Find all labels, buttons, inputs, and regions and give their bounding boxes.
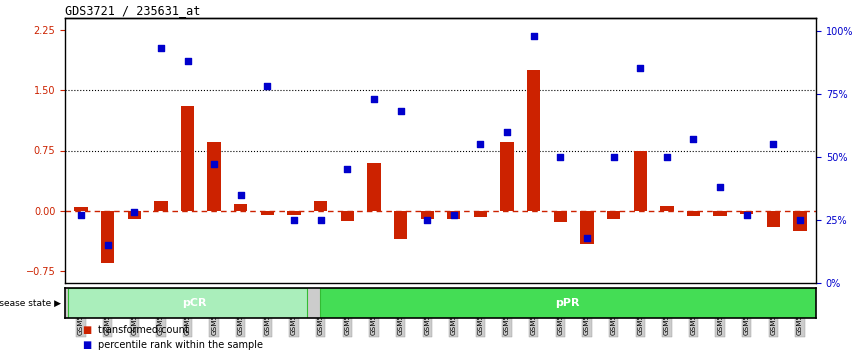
Bar	[74, 207, 87, 211]
Bar	[261, 211, 274, 215]
Bar	[634, 150, 647, 211]
Point	[313, 217, 327, 223]
Bar	[101, 211, 114, 263]
Bar	[766, 211, 780, 227]
Bar	[367, 162, 380, 211]
Bar	[687, 211, 700, 216]
Bar	[288, 211, 301, 215]
Bar	[181, 106, 194, 211]
Text: ■: ■	[82, 325, 92, 335]
Point	[261, 83, 275, 89]
Bar	[580, 211, 593, 245]
Bar	[314, 201, 327, 211]
Point	[234, 192, 248, 198]
Bar	[421, 211, 434, 219]
Point	[181, 58, 195, 64]
Bar	[714, 211, 727, 216]
Point	[660, 154, 674, 160]
Point	[740, 212, 753, 218]
Bar	[127, 211, 141, 219]
Bar	[553, 211, 567, 222]
Point	[100, 242, 114, 248]
Point	[633, 65, 647, 71]
Bar	[394, 211, 407, 239]
Bar	[208, 142, 221, 211]
Point	[687, 136, 701, 142]
Text: transformed count: transformed count	[98, 325, 189, 335]
Text: pCR: pCR	[182, 298, 206, 308]
Point	[474, 141, 488, 147]
Point	[207, 161, 221, 167]
Bar	[68, 288, 307, 318]
Point	[714, 184, 727, 190]
Point	[580, 235, 594, 240]
Point	[766, 141, 780, 147]
Point	[154, 45, 168, 51]
Bar	[607, 211, 620, 219]
Bar	[340, 211, 354, 221]
Point	[127, 210, 141, 215]
Point	[420, 217, 434, 223]
Bar	[793, 211, 807, 231]
Bar	[154, 201, 167, 211]
Point	[607, 154, 621, 160]
Text: GDS3721 / 235631_at: GDS3721 / 235631_at	[65, 4, 200, 17]
Point	[447, 212, 461, 218]
Point	[501, 129, 514, 135]
Bar	[740, 211, 753, 214]
Point	[553, 154, 567, 160]
Point	[340, 167, 354, 172]
Bar	[447, 211, 461, 219]
Bar	[660, 206, 674, 211]
Point	[288, 217, 301, 223]
Bar	[320, 288, 830, 318]
Bar	[474, 211, 487, 217]
Text: pPR: pPR	[555, 298, 579, 308]
Text: percentile rank within the sample: percentile rank within the sample	[98, 339, 263, 349]
Point	[527, 33, 540, 39]
Point	[394, 109, 408, 114]
Bar	[527, 70, 540, 211]
Bar	[234, 204, 248, 211]
Point	[793, 217, 807, 223]
Point	[74, 212, 88, 218]
Bar	[501, 142, 514, 211]
Text: ■: ■	[82, 339, 92, 349]
Point	[367, 96, 381, 102]
Text: disease state ▶: disease state ▶	[0, 298, 61, 308]
